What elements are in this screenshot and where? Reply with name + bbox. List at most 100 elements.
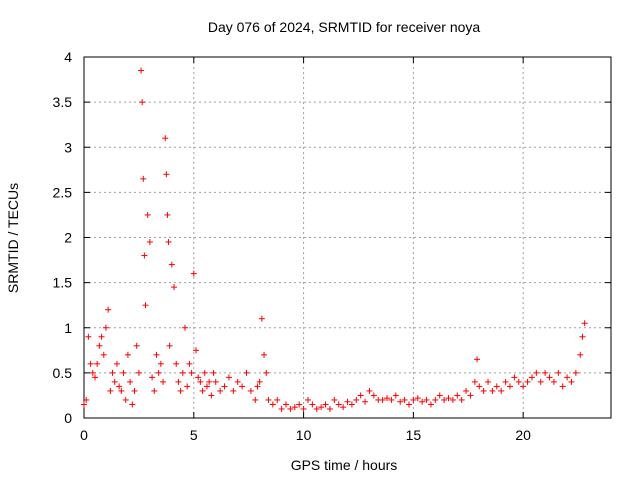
data-point xyxy=(445,395,452,402)
data-point xyxy=(168,261,175,268)
data-point xyxy=(520,383,527,390)
data-point xyxy=(550,378,557,385)
data-point xyxy=(208,392,215,399)
data-point xyxy=(98,333,105,340)
data-point xyxy=(489,387,496,394)
x-tick-label: 10 xyxy=(296,427,312,443)
y-axis-label: SRMTID / TECUs xyxy=(5,183,21,293)
data-point xyxy=(318,404,325,411)
data-point xyxy=(254,383,261,390)
data-point xyxy=(291,404,298,411)
data-point xyxy=(151,387,158,394)
data-point xyxy=(111,378,118,385)
data-point xyxy=(258,315,265,322)
data-point xyxy=(199,387,206,394)
data-point xyxy=(171,284,178,291)
x-axis-label: GPS time / hours xyxy=(291,457,398,473)
data-point xyxy=(217,387,224,394)
data-point xyxy=(195,374,202,381)
data-point xyxy=(256,378,263,385)
data-point xyxy=(537,378,544,385)
y-tick-label: 0.5 xyxy=(53,365,73,381)
data-point xyxy=(419,398,426,405)
data-point xyxy=(581,320,588,327)
data-point xyxy=(210,369,217,376)
data-point xyxy=(153,351,160,358)
data-point xyxy=(252,396,259,403)
data-point xyxy=(476,383,483,390)
data-point xyxy=(344,398,351,405)
data-point xyxy=(515,378,522,385)
data-point xyxy=(149,374,156,381)
data-point xyxy=(122,396,129,403)
data-point xyxy=(239,383,246,390)
x-tick-label: 15 xyxy=(406,427,422,443)
data-point xyxy=(230,387,237,394)
data-point xyxy=(304,396,311,403)
data-point xyxy=(100,351,107,358)
data-point xyxy=(85,333,92,340)
data-point xyxy=(370,392,377,399)
data-point xyxy=(135,369,142,376)
data-point xyxy=(127,378,134,385)
data-point xyxy=(362,398,369,405)
data-point xyxy=(353,396,360,403)
y-tick-label: 3 xyxy=(64,139,72,155)
data-point xyxy=(118,387,125,394)
data-point xyxy=(471,378,478,385)
data-point xyxy=(392,392,399,399)
data-point xyxy=(533,369,540,376)
data-point xyxy=(247,387,254,394)
data-point xyxy=(157,360,164,367)
data-point xyxy=(162,135,169,142)
data-point xyxy=(414,395,421,402)
data-points xyxy=(81,67,588,412)
data-point xyxy=(493,383,500,390)
data-point xyxy=(91,374,98,381)
data-point xyxy=(313,405,320,412)
data-point xyxy=(397,398,404,405)
data-point xyxy=(165,239,172,246)
data-point xyxy=(432,396,439,403)
data-point xyxy=(485,378,492,385)
data-point xyxy=(146,239,153,246)
data-point xyxy=(197,378,204,385)
y-tick-label: 3.5 xyxy=(53,94,73,110)
data-point xyxy=(427,401,434,408)
data-point xyxy=(454,392,461,399)
y-tick-label: 4 xyxy=(64,49,72,65)
data-point xyxy=(163,171,170,178)
data-point xyxy=(206,378,213,385)
data-point xyxy=(384,395,391,402)
data-point xyxy=(410,396,417,403)
data-point xyxy=(322,401,329,408)
data-point xyxy=(138,67,145,74)
data-point xyxy=(221,383,228,390)
y-tick-label: 1 xyxy=(64,320,72,336)
y-tick-label: 0 xyxy=(64,410,72,426)
data-point xyxy=(109,369,116,376)
data-point xyxy=(164,211,171,218)
data-point xyxy=(379,396,386,403)
data-point xyxy=(274,396,281,403)
data-point xyxy=(331,396,338,403)
data-point xyxy=(458,396,465,403)
data-point xyxy=(498,387,505,394)
data-point xyxy=(269,401,276,408)
data-point xyxy=(116,383,123,390)
data-point xyxy=(546,374,553,381)
data-point xyxy=(572,369,579,376)
data-point xyxy=(179,369,186,376)
data-point xyxy=(140,175,147,182)
data-point xyxy=(243,369,250,376)
data-point xyxy=(568,378,575,385)
data-point xyxy=(129,401,136,408)
data-point xyxy=(296,401,303,408)
data-point xyxy=(480,387,487,394)
data-point xyxy=(190,270,197,277)
data-point xyxy=(133,342,140,349)
data-point xyxy=(559,383,566,390)
data-point xyxy=(105,306,112,313)
data-point xyxy=(511,374,518,381)
